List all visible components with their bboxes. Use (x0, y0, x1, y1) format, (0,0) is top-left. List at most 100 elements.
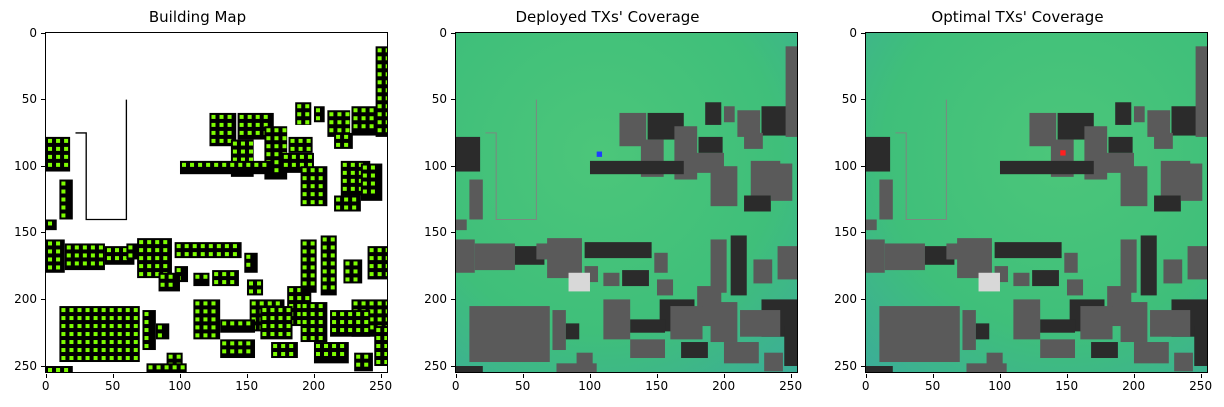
map-marker (353, 261, 358, 266)
map-marker (195, 301, 200, 306)
map-marker (230, 321, 235, 326)
map-marker (238, 162, 243, 167)
map-marker (230, 272, 235, 277)
map-marker (353, 269, 358, 274)
map-marker (337, 112, 342, 117)
map-marker (345, 112, 350, 117)
building-footprint (313, 106, 325, 123)
x-tick-label: 250 (369, 379, 393, 393)
map-marker (289, 296, 294, 301)
map-marker (222, 162, 227, 167)
map-marker (117, 324, 122, 329)
map-marker (48, 221, 53, 226)
map-marker (336, 134, 341, 139)
y-tick-label: 200 (14, 292, 37, 307)
map-marker (69, 340, 74, 345)
building-footprint (1032, 270, 1059, 287)
map-marker (310, 200, 315, 205)
map-marker (219, 130, 224, 135)
map-marker (172, 365, 177, 370)
map-marker (369, 124, 374, 129)
map-marker (377, 88, 382, 93)
building-footprint (552, 310, 566, 351)
map-marker (377, 248, 382, 253)
y-tick-label: 150 (834, 225, 857, 240)
map-marker (274, 152, 279, 157)
map-marker (329, 128, 334, 133)
panel-deployed-coverage: Deployed TXs' Coverage 0 50 100 150 200 250 0 5… (410, 0, 805, 407)
map-marker (384, 336, 387, 341)
map-marker (98, 245, 103, 250)
y-tick (861, 299, 865, 301)
map-marker (238, 321, 243, 326)
map-marker (281, 352, 286, 357)
building-footprint (1195, 46, 1207, 137)
building-footprint (784, 326, 797, 367)
map-marker (362, 181, 367, 186)
map-marker (98, 261, 103, 266)
building-footprint (975, 323, 990, 340)
map-marker (348, 328, 353, 333)
x-tick (179, 374, 181, 378)
map-marker (361, 108, 366, 113)
map-marker (123, 256, 128, 261)
map-marker (356, 320, 361, 325)
map-marker (85, 324, 90, 329)
building-footprint (1180, 163, 1203, 201)
map-marker (305, 120, 310, 125)
map-marker (219, 138, 224, 143)
map-marker (61, 356, 66, 361)
map-marker (61, 308, 66, 313)
building-footprint (1013, 299, 1041, 340)
map-marker (273, 344, 278, 349)
optimal-coverage-image (865, 32, 1208, 373)
building-footprint (1040, 339, 1076, 359)
map-marker (203, 325, 208, 330)
building-footprint (469, 179, 483, 220)
map-marker (329, 112, 334, 117)
building-footprint (866, 239, 885, 273)
map-marker (369, 248, 374, 253)
map-marker (362, 165, 367, 170)
building-footprint (568, 272, 590, 292)
map-marker (263, 122, 268, 127)
map-marker (139, 264, 144, 269)
building-footprint (46, 239, 65, 273)
map-marker (200, 252, 205, 257)
map-marker (310, 241, 315, 246)
map-marker (176, 268, 181, 273)
map-marker (216, 252, 221, 257)
map-marker (90, 245, 95, 250)
x-tick (723, 374, 725, 378)
map-marker (147, 248, 152, 253)
y-tick (41, 299, 45, 301)
map-marker (262, 316, 267, 321)
y-tick-label: 200 (834, 292, 857, 307)
x-tick-label: 0 (41, 379, 50, 393)
map-marker (222, 349, 227, 354)
building-footprint (1171, 106, 1199, 136)
x-tick-label: 0 (861, 379, 870, 393)
building-footprint (730, 235, 747, 296)
building-footprint (1108, 136, 1133, 153)
building-footprint (1154, 195, 1181, 212)
map-marker (101, 324, 106, 329)
map-marker (206, 162, 211, 167)
optimal-coverage-canvas (866, 33, 1207, 372)
map-marker (270, 324, 275, 329)
map-marker (274, 136, 279, 141)
map-marker (266, 128, 271, 133)
map-marker (239, 114, 244, 119)
map-marker (274, 144, 279, 149)
map-marker (310, 328, 315, 333)
map-marker (246, 254, 251, 259)
map-marker (369, 301, 374, 306)
map-marker (291, 154, 296, 159)
map-marker (211, 122, 216, 127)
map-marker (115, 248, 120, 253)
map-marker (377, 104, 382, 109)
map-marker (69, 324, 74, 329)
map-marker (377, 120, 382, 125)
map-marker (344, 142, 349, 147)
building-footprint (474, 243, 515, 271)
